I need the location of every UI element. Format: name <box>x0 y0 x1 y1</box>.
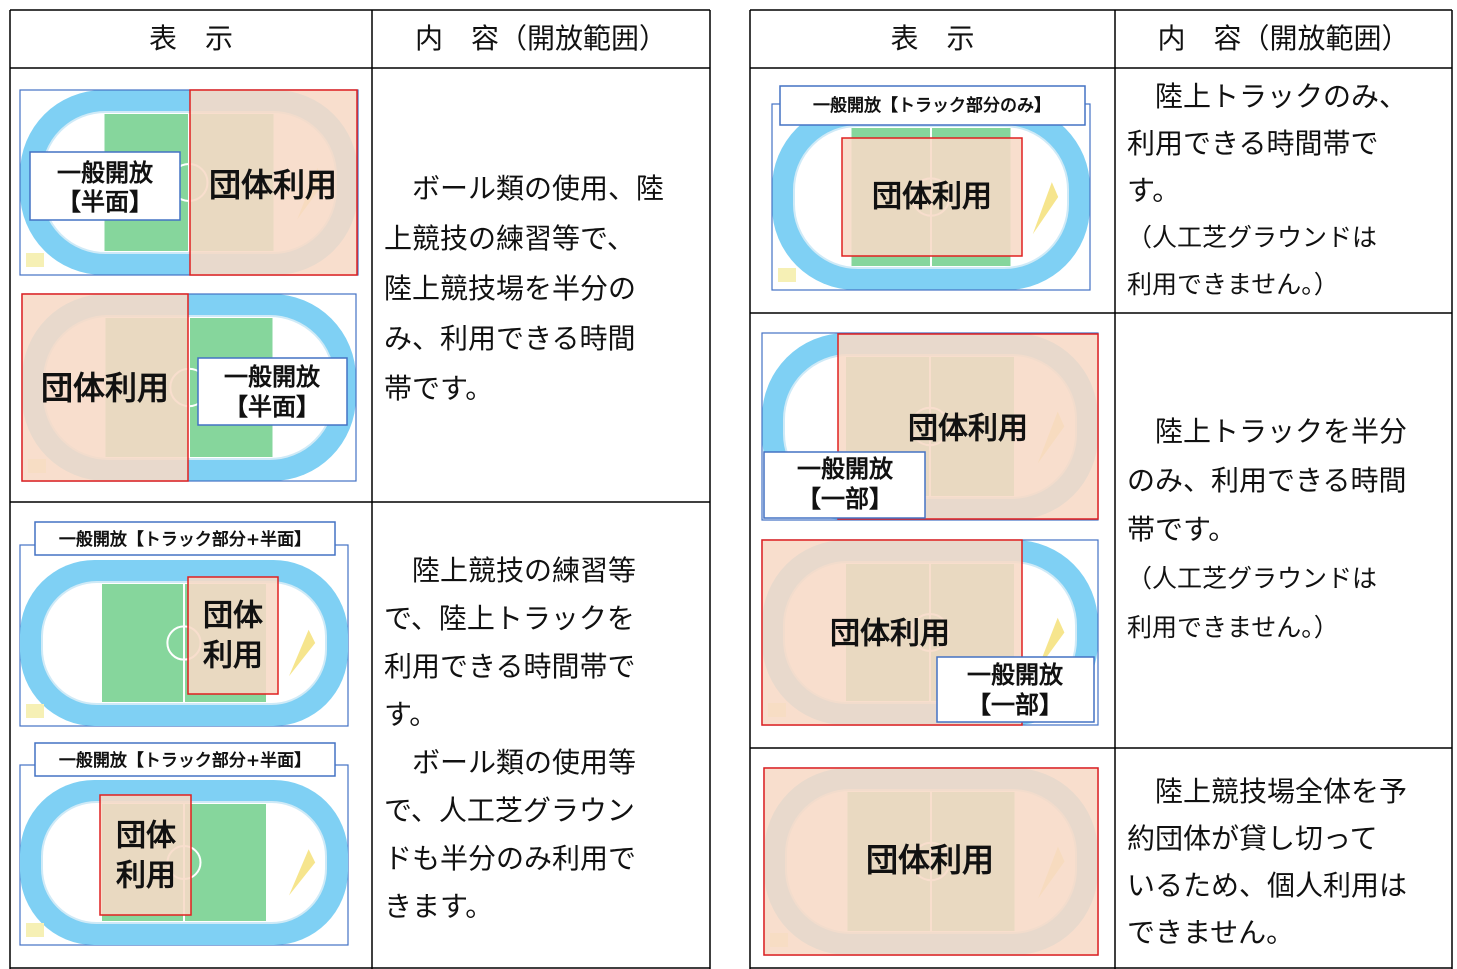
description-line: ボール類の使用、陸 <box>384 172 664 205</box>
group-area <box>189 89 358 276</box>
open-label-box <box>34 521 336 556</box>
group-area <box>841 137 1023 257</box>
group-label: 団体利用 <box>830 617 950 652</box>
group-label: 団体利用 <box>209 166 337 204</box>
group-label: 利用 <box>116 859 176 894</box>
description-line: 利用できません。） <box>1127 613 1339 642</box>
corner <box>26 704 44 718</box>
group-label: 団体 <box>116 819 177 854</box>
open-label: 【半面】 <box>224 393 320 421</box>
open-label: 一般開放 <box>57 159 154 187</box>
open-label: 【一部】 <box>967 691 1063 719</box>
description-line: 利用できる時間帯で <box>384 650 635 683</box>
description-line: いるため、個人利用は <box>1127 869 1407 902</box>
group-area <box>187 576 279 695</box>
group-label: 団体 <box>203 599 264 634</box>
description-line: （人工芝グラウンドは <box>1127 223 1377 252</box>
group-label: 利用 <box>203 639 263 674</box>
group-label: 団体利用 <box>41 369 169 407</box>
description-line: 利用できません。） <box>1127 270 1339 299</box>
description-line: きます。 <box>384 890 493 923</box>
header-cell: 内 容（開放範囲） <box>1157 22 1409 55</box>
open-label-box <box>936 656 1095 723</box>
open-label: 一般開放【トラック部分+半面】 <box>59 750 311 771</box>
frame <box>19 89 359 276</box>
description-line: 帯です。 <box>1127 513 1236 546</box>
description-line: できません。 <box>1127 916 1294 949</box>
group-area <box>763 767 1099 956</box>
open-label-box <box>29 151 181 221</box>
open-label-box <box>197 357 348 426</box>
corner <box>26 253 44 267</box>
description-line: ドも半分のみ利用で <box>384 842 636 875</box>
description-line: 陸上トラックを半分 <box>1127 415 1407 448</box>
group-area <box>99 794 192 916</box>
open-label: 一般開放【トラック部分のみ】 <box>813 95 1051 116</box>
description-line: ボール類の使用等 <box>384 746 636 779</box>
open-label: 【一部】 <box>797 485 893 513</box>
open-label: 一般開放【トラック部分+半面】 <box>59 529 311 550</box>
description-line: 利用できる時間帯で <box>1127 127 1378 160</box>
description-line: で、陸上トラックを <box>384 602 635 635</box>
header-cell: 表 示 <box>149 22 233 55</box>
description-line: で、人工芝グラウン <box>384 794 635 827</box>
open-label: 一般開放 <box>224 363 321 391</box>
group-label: 団体利用 <box>872 180 992 215</box>
description-line: み、利用できる時間 <box>384 322 635 355</box>
corner <box>26 923 44 937</box>
group-area <box>21 293 189 482</box>
description-line: 上競技の練習等で、 <box>384 222 635 255</box>
group-label: 団体利用 <box>908 412 1028 447</box>
description-line: 陸上競技場を半分の <box>384 272 636 305</box>
header-cell: 内 容（開放範囲） <box>415 22 667 55</box>
description-line: （人工芝グラウンドは <box>1127 564 1377 593</box>
description-line: 約団体が貸し切って <box>1127 822 1378 855</box>
open-label: 【半面】 <box>57 188 153 216</box>
description-line: す。 <box>384 698 437 731</box>
description-line: 陸上競技の練習等 <box>384 554 636 587</box>
description-line: のみ、利用できる時間 <box>1127 464 1406 497</box>
description-line: す。 <box>1127 174 1180 207</box>
description-line: 陸上トラックのみ、 <box>1127 80 1407 113</box>
open-label-box <box>763 451 926 519</box>
description-line: 陸上競技場全体を予 <box>1127 775 1407 808</box>
open-label-box <box>34 742 336 777</box>
marker <box>288 629 316 677</box>
open-label-box <box>779 85 1086 126</box>
description-line: 帯です。 <box>384 372 493 405</box>
header-cell: 表 示 <box>890 22 974 55</box>
marker <box>1032 182 1059 235</box>
open-label: 一般開放 <box>797 455 894 483</box>
open-label: 一般開放 <box>967 661 1064 689</box>
corner <box>778 268 796 282</box>
group-label: 団体利用 <box>866 841 994 879</box>
marker <box>288 849 316 896</box>
